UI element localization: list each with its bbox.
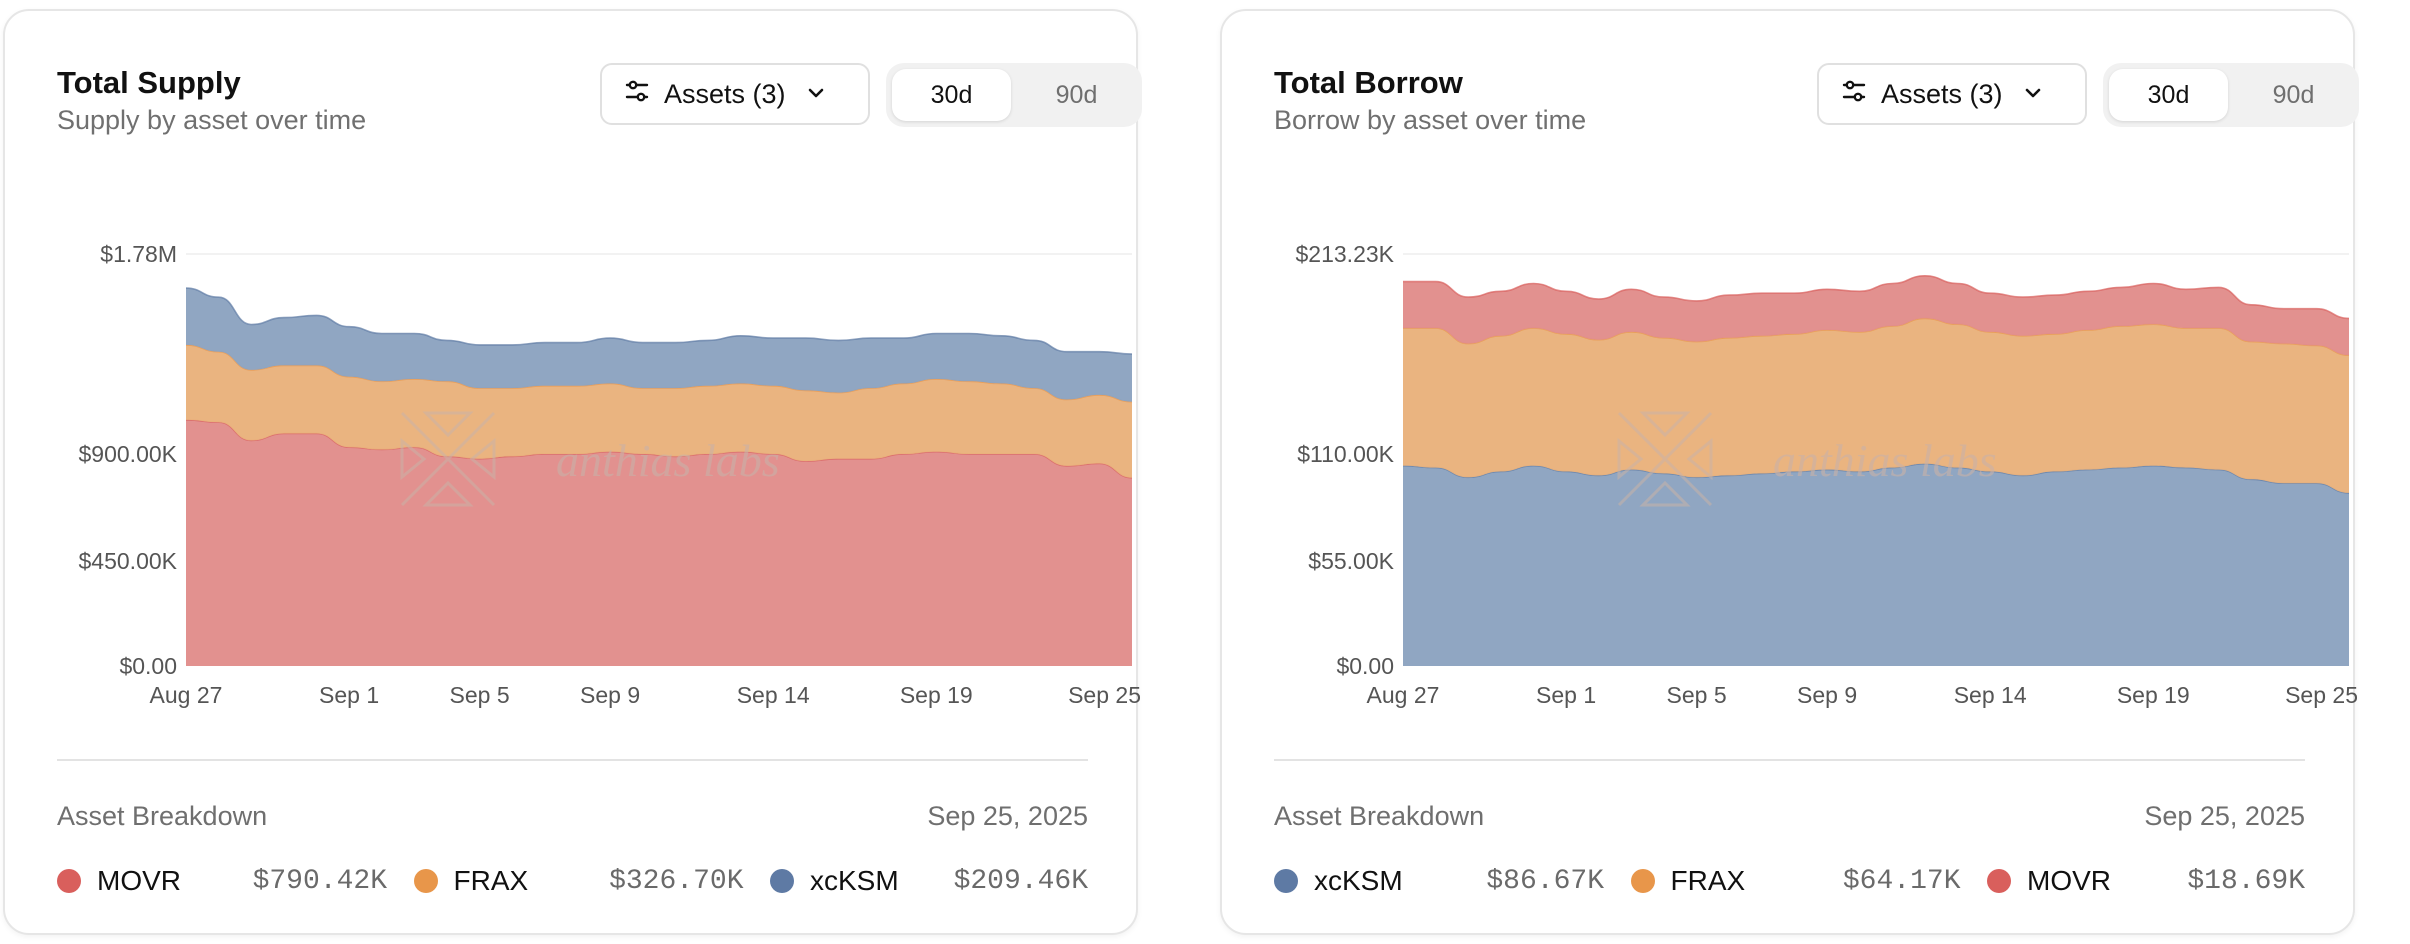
anthias-logo-icon (1617, 411, 1713, 507)
y-tick-label: $900.00K (79, 441, 178, 467)
y-tick-label: $1.78M (100, 241, 177, 267)
total-borrow-card: Total Borrow Borrow by asset over time A… (1220, 9, 2359, 935)
legend-name: xcKSM (1314, 865, 1403, 896)
x-tick-label: Sep 19 (900, 682, 973, 708)
area-series-xcksm (1403, 463, 2349, 666)
area-series-xcksm (186, 288, 1132, 402)
y-tick-label: $213.23K (1296, 241, 1395, 267)
legend-value: $326.70K (609, 865, 744, 897)
x-tick-label: Sep 1 (1536, 682, 1596, 708)
y-tick-label: $0.00 (1336, 653, 1394, 679)
legend-value: $86.67K (1486, 865, 1604, 897)
x-tick-label: Sep 9 (1797, 682, 1857, 708)
supply-chart: anthias labs $0.00 $450.00K $900.00K $1.78M A… (79, 241, 1140, 708)
y-tick-label: $110.00K (1297, 441, 1394, 467)
legend-item-xcksm[interactable]: xcKSM $209.46K (770, 865, 1088, 897)
area-series-frax (186, 344, 1132, 478)
assets-filter-label: Assets (3) (1881, 78, 2003, 109)
x-tick-label: Sep 1 (319, 682, 379, 708)
area-series-movr (186, 419, 1132, 666)
legend-item-movr[interactable]: MOVR $790.42K (57, 865, 387, 897)
sliders-icon (624, 78, 650, 111)
legend-name: MOVR (97, 865, 181, 896)
x-tick-label: Sep 25 (2285, 682, 2357, 708)
card-title: Total Supply (57, 65, 241, 100)
time-range-toggle: 30d 90d (2103, 63, 2359, 127)
asset-legend: xcKSM $86.67K FRAX $64.17K MOVR $18.69K (1274, 861, 2305, 901)
time-range-toggle: 30d 90d (886, 63, 1142, 127)
x-tick-label: Sep 19 (2117, 682, 2190, 708)
range-30d-button[interactable]: 30d (892, 69, 1011, 121)
divider (1274, 759, 2305, 761)
card-subtitle: Supply by asset over time (57, 105, 367, 135)
legend-name: xcKSM (810, 865, 899, 896)
legend-dot (57, 869, 81, 893)
legend-value: $18.69K (2187, 865, 2305, 897)
card-subtitle: Borrow by asset over time (1274, 105, 1587, 135)
x-tick-label: Sep 25 (1068, 682, 1140, 708)
y-tick-label: $0.00 (119, 653, 177, 679)
legend-value: $790.42K (252, 865, 387, 897)
x-tick-label: Sep 9 (580, 682, 640, 708)
total-supply-card: Total Supply Supply by asset over time A… (3, 9, 1142, 935)
breakdown-label: Asset Breakdown (57, 801, 268, 831)
x-tick-label: Sep 5 (1667, 682, 1727, 708)
breakdown-date: Sep 25, 2025 (2144, 801, 2305, 831)
watermark-text: anthias labs (1773, 435, 1997, 486)
line-series-xcksm (185, 287, 1133, 355)
card-title: Total Borrow (1274, 65, 1463, 100)
x-tick-label: Sep 14 (1954, 682, 2027, 708)
x-tick-label: Sep 14 (737, 682, 810, 708)
legend-item-frax[interactable]: FRAX $64.17K (1630, 865, 1961, 897)
legend-item-movr[interactable]: MOVR $18.69K (1987, 865, 2305, 897)
sliders-icon (1841, 78, 1867, 111)
area-series-movr (1403, 275, 2349, 356)
x-tick-label: Aug 27 (1367, 682, 1440, 708)
asset-legend: MOVR $790.42K FRAX $326.70K xcKSM $209.4… (57, 861, 1088, 901)
legend-dot (413, 869, 438, 893)
legend-name: FRAX (1670, 865, 1746, 896)
range-30d-button[interactable]: 30d (2109, 69, 2228, 121)
assets-filter-button[interactable]: Assets (3) (600, 63, 870, 125)
anthias-logo-icon (400, 411, 496, 507)
divider (57, 759, 1088, 761)
area-series-frax (1403, 318, 2349, 493)
legend-dot (1274, 869, 1298, 893)
y-tick-label: $450.00K (79, 548, 178, 574)
legend-item-xcksm[interactable]: xcKSM $86.67K (1274, 865, 1604, 897)
chevron-down-icon (2023, 79, 2043, 110)
legend-item-frax[interactable]: FRAX $326.70K (413, 865, 744, 897)
legend-value: $209.46K (953, 865, 1088, 897)
assets-filter-label: Assets (3) (664, 78, 786, 109)
watermark-text: anthias labs (556, 435, 780, 486)
x-tick-label: Aug 27 (150, 682, 223, 708)
x-tick-label: Sep 5 (450, 682, 510, 708)
y-tick-label: $55.00K (1308, 548, 1394, 574)
breakdown-label: Asset Breakdown (1274, 801, 1485, 831)
borrow-chart: anthias labs $0.00 $55.00K $110.00K $213.23K… (1296, 241, 2357, 708)
legend-value: $64.17K (1842, 865, 1961, 897)
range-90d-button[interactable]: 90d (1055, 80, 1098, 109)
legend-name: FRAX (453, 865, 529, 896)
line-series-movr (1403, 274, 2350, 320)
legend-dot (1630, 869, 1655, 893)
chevron-down-icon (806, 79, 826, 110)
legend-dot (1987, 869, 2011, 893)
range-90d-button[interactable]: 90d (2272, 80, 2315, 109)
legend-dot (770, 869, 794, 893)
assets-filter-button[interactable]: Assets (3) (1817, 63, 2087, 125)
legend-name: MOVR (2027, 865, 2111, 896)
breakdown-date: Sep 25, 2025 (927, 801, 1088, 831)
